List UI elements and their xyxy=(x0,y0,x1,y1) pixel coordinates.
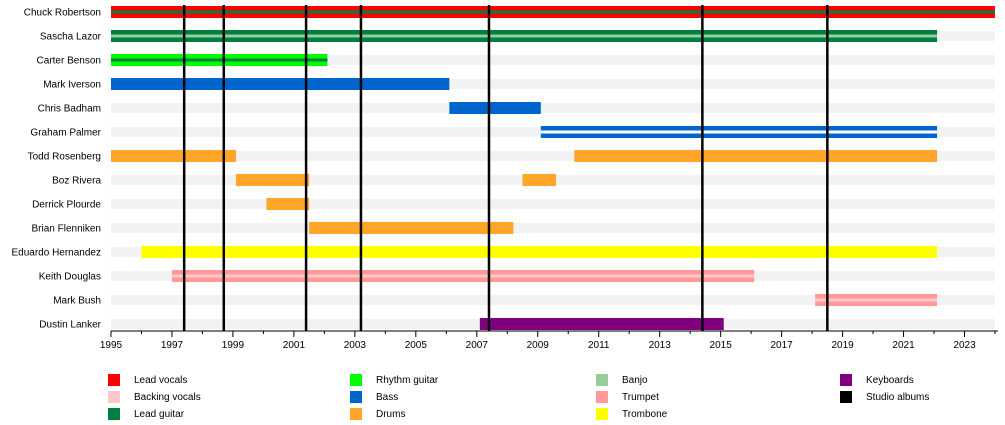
stripe-graham-palmer-white-0 xyxy=(540,130,938,134)
tick-label-2007: 2007 xyxy=(466,340,489,351)
member-label-chuck-robertson: Chuck Robertson xyxy=(24,8,101,19)
row-background xyxy=(111,79,995,89)
member-label-dustin-lanker: Dustin Lanker xyxy=(39,320,101,331)
member-label-chris-badham: Chris Badham xyxy=(38,104,101,115)
member-label-mark-bush: Mark Bush xyxy=(53,296,101,307)
member-label-mark-iverson: Mark Iverson xyxy=(43,80,101,91)
member-label-carter-benson: Carter Benson xyxy=(37,56,101,67)
bar-eduardo-hernandez-trombone-0 xyxy=(141,246,938,258)
studio-album-lines xyxy=(182,5,829,331)
stripe-chuck-robertson-lead_guitar-0 xyxy=(111,10,995,14)
bar-derrick-plourde-drums-0 xyxy=(266,198,310,210)
tick-label-2023: 2023 xyxy=(953,340,976,351)
bar-todd-rosenberg-drums-0 xyxy=(111,150,236,162)
tick-label-2011: 2011 xyxy=(588,340,610,351)
member-labels: Chuck Robertson Sascha Lazor Carter Benson… xyxy=(11,8,101,331)
tick-label-2009: 2009 xyxy=(527,340,550,351)
row-background xyxy=(111,151,995,161)
tick-label-2013: 2013 xyxy=(649,340,672,351)
tick-label-2019: 2019 xyxy=(831,340,854,351)
row-background xyxy=(111,295,995,305)
row-background xyxy=(111,103,995,113)
member-bars xyxy=(111,6,995,330)
tick-label-2017: 2017 xyxy=(770,340,793,351)
tick-label-1995: 1995 xyxy=(100,340,123,351)
tick-label-2003: 2003 xyxy=(344,340,367,351)
bar-todd-rosenberg-drums-1 xyxy=(574,150,938,162)
tick-label-2015: 2015 xyxy=(710,340,733,351)
stripe-mark-bush-backing_vocals-0 xyxy=(815,298,938,302)
member-label-todd-rosenberg: Todd Rosenberg xyxy=(28,152,101,163)
stripe-carter-benson-lead_guitar-0 xyxy=(111,58,328,62)
x-axis: 1995 1997 1999 2001 2003 2005 2007 2009 2011 2013… xyxy=(100,330,998,351)
stripe-keith-douglas-backing_vocals-0 xyxy=(171,274,755,278)
bar-mark-iverson-bass-0 xyxy=(111,78,450,90)
bar-dustin-lanker-keyboards-0 xyxy=(479,318,724,330)
tick-label-1997: 1997 xyxy=(161,340,184,351)
member-label-derrick-plourde: Derrick Plourde xyxy=(32,200,101,211)
tick-label-2001: 2001 xyxy=(283,340,306,351)
row-background xyxy=(111,199,995,209)
member-label-keith-douglas: Keith Douglas xyxy=(39,272,101,283)
member-label-brian-flenniken: Brian Flenniken xyxy=(32,224,101,235)
bar-boz-rivera-drums-1 xyxy=(522,174,557,186)
member-label-graham-palmer: Graham Palmer xyxy=(30,128,101,139)
member-label-eduardo-hernandez: Eduardo Hernandez xyxy=(11,248,101,259)
row-background xyxy=(111,55,995,65)
member-label-boz-rivera: Boz Rivera xyxy=(52,176,101,187)
tick-label-1999: 1999 xyxy=(222,340,245,351)
member-label-sascha-lazor: Sascha Lazor xyxy=(40,32,102,43)
stripe-sascha-lazor-banjo-0 xyxy=(111,34,938,38)
bar-boz-rivera-drums-0 xyxy=(235,174,310,186)
tick-label-2021: 2021 xyxy=(892,340,915,351)
bar-brian-flenniken-drums-0 xyxy=(309,222,514,234)
row-background xyxy=(111,223,995,233)
bar-chris-badham-bass-0 xyxy=(449,102,541,114)
tick-label-2005: 2005 xyxy=(405,340,428,351)
